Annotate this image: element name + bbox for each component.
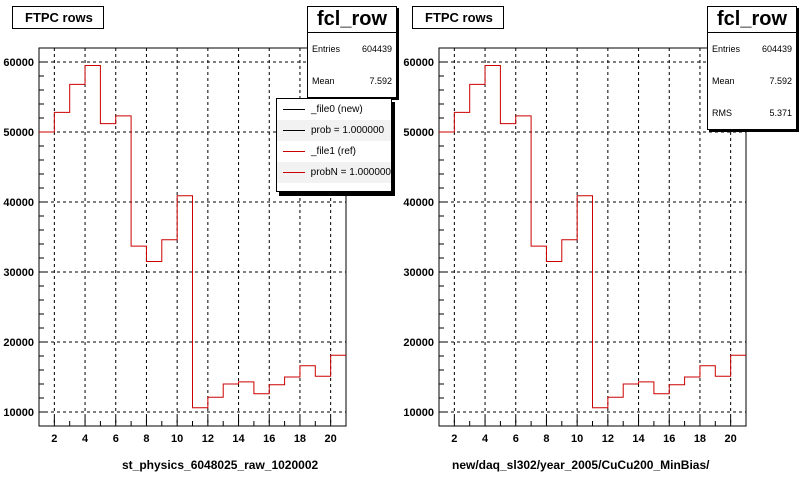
left-y-tick-label-40000: 40000	[3, 197, 34, 209]
right-x-tick-label-14: 14	[632, 433, 645, 445]
legend-label-prob: prob = 1.000000	[311, 125, 385, 136]
right-y-tick-label-10000: 10000	[403, 407, 434, 419]
left-y-tick-label-50000: 50000	[3, 127, 34, 139]
right-stats-name: fcl_row	[708, 7, 796, 33]
right-x-tick-label-12: 12	[602, 433, 614, 445]
left-stats-box: fcl_row Entries 604439 Mean 7.592	[307, 6, 397, 98]
legend-swatch-file0	[283, 109, 305, 110]
left-series-0-line	[39, 65, 346, 409]
right-x-tick-label-8: 8	[543, 433, 549, 445]
right-y-tick-label-30000: 30000	[403, 267, 434, 279]
left-x-tick-label-12: 12	[202, 433, 214, 445]
legend-label-file0: _file0 (new)	[311, 104, 363, 115]
legend-label-file1: _file1 (ref)	[311, 146, 357, 157]
right-x-tick-label-16: 16	[663, 433, 675, 445]
legend-entry-file1: _file1 (ref)	[277, 141, 391, 162]
legend-entry-prob: prob = 1.000000	[277, 120, 391, 141]
legend-swatch-prob	[283, 130, 305, 131]
right-plot-title: FTPC rows	[412, 6, 504, 29]
right-y-tick-label-40000: 40000	[403, 197, 434, 209]
left-stats-mean-label: Mean	[312, 76, 335, 86]
right-stats-rms-row: RMS 5.371	[708, 97, 796, 129]
legend-entry-probn: probN = 1.000000	[277, 162, 391, 183]
left-y-tick-label-30000: 30000	[3, 267, 34, 279]
left-x-tick-label-6: 6	[113, 433, 119, 445]
left-x-axis-title: st_physics_6048025_raw_1020002	[122, 458, 319, 472]
right-x-axis-title: new/daq_sl302/year_2005/CuCu200_MinBias/	[452, 458, 710, 472]
right-x-tick-label-18: 18	[694, 433, 706, 445]
left-stats-entries-label: Entries	[312, 44, 341, 54]
right-x-tick-label-2: 2	[451, 433, 457, 445]
left-histogram-panel: 2 4 6 8 10 12 14 16 18 20 10000 20000 30000 40000 5000…	[3, 6, 397, 472]
legend-swatch-probn	[283, 172, 305, 173]
right-x-tick-label-6: 6	[513, 433, 519, 445]
left-x-tick-label-14: 14	[232, 433, 245, 445]
right-stats-entries-value: 604439	[761, 44, 792, 54]
left-stats-entries-row: Entries 604439	[308, 33, 396, 65]
right-stats-rms-label: RMS	[712, 108, 732, 118]
right-y-tick-label-50000: 50000	[403, 127, 434, 139]
left-x-tick-label-20: 20	[325, 433, 337, 445]
left-x-tick-label-8: 8	[143, 433, 149, 445]
left-x-tick-label-18: 18	[294, 433, 306, 445]
right-stats-entries-row: Entries 604439	[708, 33, 796, 65]
left-stats-mean-value: 7.592	[369, 76, 392, 86]
left-x-tick-label-2: 2	[51, 433, 57, 445]
right-stats-entries-label: Entries	[712, 44, 741, 54]
left-stats-entries-value: 604439	[361, 44, 392, 54]
left-y-tick-label-60000: 60000	[3, 57, 34, 69]
left-legend: _file0 (new) prob = 1.000000 _file1 (ref…	[276, 98, 392, 192]
right-histogram-plot: 2 4 6 8 10 12 14 16 18 20 10000 20000 30000 40000 5000…	[403, 47, 747, 445]
legend-swatch-file1	[283, 151, 305, 152]
right-x-tick-label-20: 20	[725, 433, 737, 445]
right-stats-rms-value: 5.371	[769, 108, 792, 118]
left-plot-title: FTPC rows	[12, 6, 104, 29]
legend-entry-file0: _file0 (new)	[277, 99, 391, 120]
right-stats-mean-row: Mean 7.592	[708, 65, 796, 97]
right-stats-mean-label: Mean	[712, 76, 735, 86]
left-stats-mean-row: Mean 7.592	[308, 65, 396, 97]
left-x-tick-label-10: 10	[171, 433, 183, 445]
right-histogram-panel: 2 4 6 8 10 12 14 16 18 20 10000 20000 30000 40000 5000…	[400, 0, 800, 480]
left-x-tick-label-16: 16	[263, 433, 275, 445]
right-x-tick-label-10: 10	[571, 433, 583, 445]
left-y-tick-label-20000: 20000	[3, 337, 34, 349]
left-y-tick-label-10000: 10000	[3, 407, 34, 419]
right-x-tick-label-4: 4	[482, 433, 489, 445]
left-x-tick-label-4: 4	[82, 433, 89, 445]
legend-label-probn: probN = 1.000000	[310, 167, 391, 178]
right-stats-box: fcl_row Entries 604439 Mean 7.592 RMS 5.…	[707, 6, 797, 130]
left-stats-name: fcl_row	[308, 7, 396, 33]
right-y-tick-label-20000: 20000	[403, 337, 434, 349]
right-stats-mean-value: 7.592	[769, 76, 792, 86]
right-series-0-line	[439, 65, 746, 409]
right-y-tick-label-60000: 60000	[403, 57, 434, 69]
